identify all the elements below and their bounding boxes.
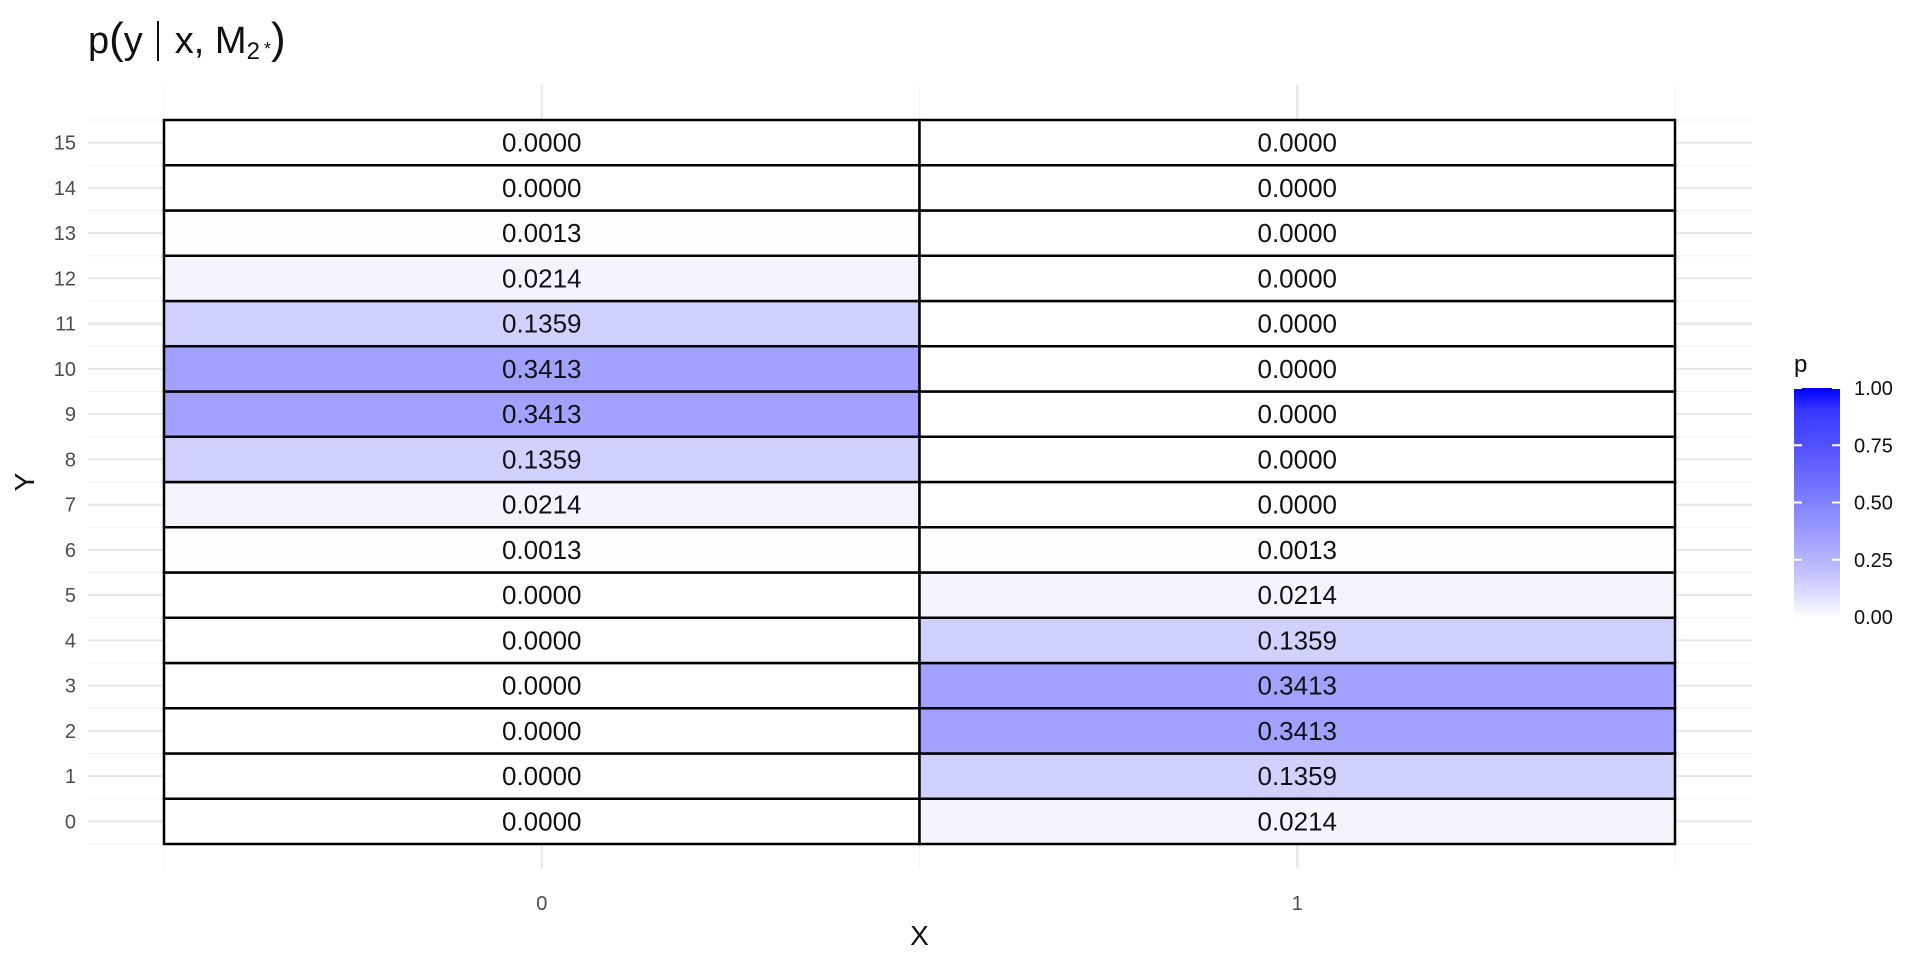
cell-label: 0.0214 <box>502 263 582 293</box>
cell-label: 0.0000 <box>502 671 582 701</box>
cell-label: 0.1359 <box>1257 761 1337 791</box>
y-tick-label: 10 <box>54 359 76 381</box>
cell-label: 0.0013 <box>1257 535 1337 565</box>
legend-tick-label: 0.75 <box>1854 435 1893 457</box>
cell-label: 0.0000 <box>1257 354 1337 384</box>
legend-tick-label: 0.00 <box>1854 607 1893 629</box>
cell-label: 0.3413 <box>1257 671 1337 701</box>
legend-tick-label: 0.50 <box>1854 493 1893 515</box>
cell-label: 0.0000 <box>502 806 582 836</box>
cell-label: 0.0000 <box>502 761 582 791</box>
legend-tick-label: 1.00 <box>1854 378 1893 400</box>
heatmap-cell <box>162 752 921 800</box>
heatmap-cell <box>918 390 1677 438</box>
heatmap-cell <box>162 345 921 393</box>
heatmap-cell <box>162 707 921 755</box>
heatmap-cell <box>918 254 1677 303</box>
heatmap-cell <box>162 435 921 484</box>
cell-label: 0.0000 <box>1257 309 1337 339</box>
cell-label: 0.0000 <box>1257 490 1337 520</box>
legend-tick-label: 0.25 <box>1854 550 1893 572</box>
cell-label: 0.0013 <box>502 218 582 248</box>
y-tick-label: 15 <box>54 133 76 155</box>
heatmap-cell <box>162 526 921 574</box>
heatmap-cell <box>918 435 1677 484</box>
y-axis-label: Y <box>9 472 40 491</box>
heatmap-cell <box>162 254 921 303</box>
cell-label: 0.0214 <box>1257 806 1337 836</box>
y-tick-label: 13 <box>54 223 76 245</box>
cell-label: 0.0000 <box>502 580 582 610</box>
cell-label: 0.0000 <box>1257 218 1337 248</box>
heatmap-cell <box>162 661 921 710</box>
y-tick-label: 12 <box>54 268 76 290</box>
heatmap-cell <box>918 164 1677 212</box>
cell-label: 0.3413 <box>502 354 582 384</box>
y-tick-label: 7 <box>65 495 76 517</box>
heatmap-cell <box>918 752 1677 800</box>
cell-label: 0.0013 <box>502 535 582 565</box>
cell-label: 0.3413 <box>502 399 582 429</box>
y-tick-label: 6 <box>65 540 76 562</box>
cell-label: 0.0000 <box>1257 173 1337 203</box>
cell-label: 0.0000 <box>502 128 582 158</box>
cell-label: 0.1359 <box>1257 625 1337 655</box>
heatmap-cell <box>162 118 921 167</box>
heatmap-cell <box>918 526 1677 574</box>
y-tick-label: 11 <box>55 314 76 336</box>
heatmap-cell <box>918 209 1677 257</box>
y-tick-label: 4 <box>65 630 76 652</box>
heatmap-cell <box>918 707 1677 755</box>
cell-label: 0.3413 <box>1257 716 1337 746</box>
heatmap-cell <box>918 480 1677 529</box>
y-tick-label: 14 <box>54 178 76 200</box>
y-tick-label: 8 <box>65 449 76 471</box>
y-tick-label: 1 <box>65 766 76 788</box>
heatmap-cell <box>918 571 1677 619</box>
y-tick-label: 3 <box>65 676 76 698</box>
chart-title: p(y x, M2 *) <box>88 14 286 65</box>
x-axis-label: X <box>910 920 929 951</box>
cell-label: 0.0000 <box>1257 263 1337 293</box>
cell-label: 0.0000 <box>1257 399 1337 429</box>
x-tick-label: 1 <box>1292 893 1303 915</box>
cell-label: 0.0000 <box>1257 444 1337 474</box>
heatmap-cell <box>162 209 921 257</box>
y-tick-label: 9 <box>65 404 76 426</box>
heatmap-cell <box>918 661 1677 710</box>
x-tick-label: 0 <box>536 893 547 915</box>
cell-label: 0.0214 <box>1257 580 1337 610</box>
y-tick-label: 5 <box>65 585 76 607</box>
heatmap-cell <box>162 390 921 438</box>
legend-title: p <box>1794 351 1807 378</box>
y-tick-label: 0 <box>65 811 76 833</box>
cell-label: 0.1359 <box>502 309 582 339</box>
cell-label: 0.0214 <box>502 490 582 520</box>
cell-label: 0.0000 <box>502 173 582 203</box>
heatmap-cell <box>918 345 1677 393</box>
heatmap-cell <box>918 118 1677 167</box>
y-tick-label: 2 <box>65 721 76 743</box>
heatmap-cell <box>162 571 921 619</box>
cell-label: 0.1359 <box>502 444 582 474</box>
cell-label: 0.0000 <box>502 716 582 746</box>
cell-label: 0.0000 <box>502 625 582 655</box>
cell-label: 0.0000 <box>1257 128 1337 158</box>
